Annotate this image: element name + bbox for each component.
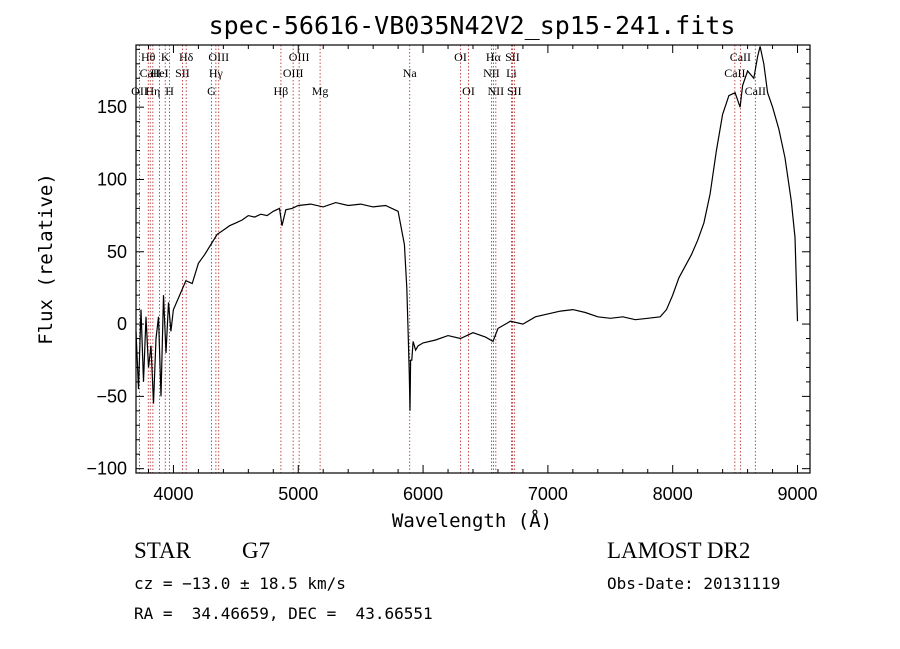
- object-class: STAR: [134, 538, 191, 563]
- x-tick-label: 9000: [777, 484, 817, 504]
- redshift-cz: cz = −13.0 ± 18.5 km/s: [134, 574, 346, 593]
- obs-date: Obs-Date: 20131119: [607, 574, 781, 593]
- x-tick-label: 5000: [278, 484, 318, 504]
- emission-line-label: Hγ: [209, 66, 224, 80]
- y-axis-ticks: −100 −50 0 50 100 150: [86, 48, 810, 479]
- emission-line-labels: Hθ CaII OII K HeI Hη H Hδ SII OIII Hγ G Hβ OIII OIII Mg…: [131, 50, 766, 98]
- emission-line-label: OII: [131, 84, 148, 98]
- survey-name: LAMOST DR2: [607, 538, 751, 563]
- emission-line-label: OIII: [283, 66, 304, 80]
- emission-line-label: Hα: [486, 50, 502, 64]
- emission-line-label: Hη: [145, 84, 160, 98]
- x-axis-ticks: 4000 5000 6000 7000 8000 9000: [147, 45, 818, 504]
- chart-title: spec-56616-VB035N42V2_sp15-241.fits: [209, 11, 736, 40]
- y-tick-label: −100: [86, 459, 127, 479]
- x-tick-label: 4000: [153, 484, 193, 504]
- emission-line-label: HeI: [151, 66, 169, 80]
- emission-line-label: CaII: [724, 66, 745, 80]
- emission-line-label: K: [161, 50, 170, 64]
- y-tick-label: −50: [96, 386, 127, 406]
- emission-line-label: CaII: [730, 50, 751, 64]
- emission-line-label: Mg: [312, 84, 329, 98]
- x-axis-label: Wavelength (Å): [392, 509, 552, 532]
- y-tick-label: 100: [97, 169, 127, 189]
- emission-line-markers: [139, 45, 756, 473]
- y-tick-label: 50: [107, 242, 127, 262]
- emission-line-label: Li: [506, 66, 517, 80]
- emission-line-label: CaII: [745, 84, 766, 98]
- spectrum-line: [135, 46, 799, 411]
- x-tick-label: 7000: [528, 484, 568, 504]
- y-axis-label: Flux (relative): [35, 173, 57, 345]
- emission-line-label: SII: [505, 50, 520, 64]
- emission-line-label: Hδ: [179, 50, 194, 64]
- x-tick-label: 8000: [653, 484, 693, 504]
- y-tick-label: 0: [117, 314, 127, 334]
- emission-line-label: Hθ: [141, 50, 156, 64]
- emission-line-label: CaII: [140, 66, 161, 80]
- emission-line-label: G: [207, 84, 216, 98]
- emission-line-label: SII: [507, 84, 522, 98]
- emission-line-label: OI: [454, 50, 467, 64]
- emission-line-label: NII: [488, 84, 505, 98]
- x-tick-label: 6000: [403, 484, 443, 504]
- plot-frame: [135, 44, 811, 474]
- emission-line-label: H: [165, 84, 174, 98]
- emission-line-label: Na: [403, 66, 418, 80]
- y-tick-label: 150: [97, 97, 127, 117]
- emission-line-label: OIII: [208, 50, 229, 64]
- emission-line-label: Hβ: [274, 84, 289, 98]
- emission-line-label: NII: [483, 66, 500, 80]
- object-subclass: G7: [242, 538, 271, 563]
- emission-line-label: OI: [462, 84, 475, 98]
- emission-line-label: SII: [175, 66, 190, 80]
- coordinates: RA = 34.46659, DEC = 43.66551: [134, 604, 433, 623]
- emission-line-label: OIII: [289, 50, 310, 64]
